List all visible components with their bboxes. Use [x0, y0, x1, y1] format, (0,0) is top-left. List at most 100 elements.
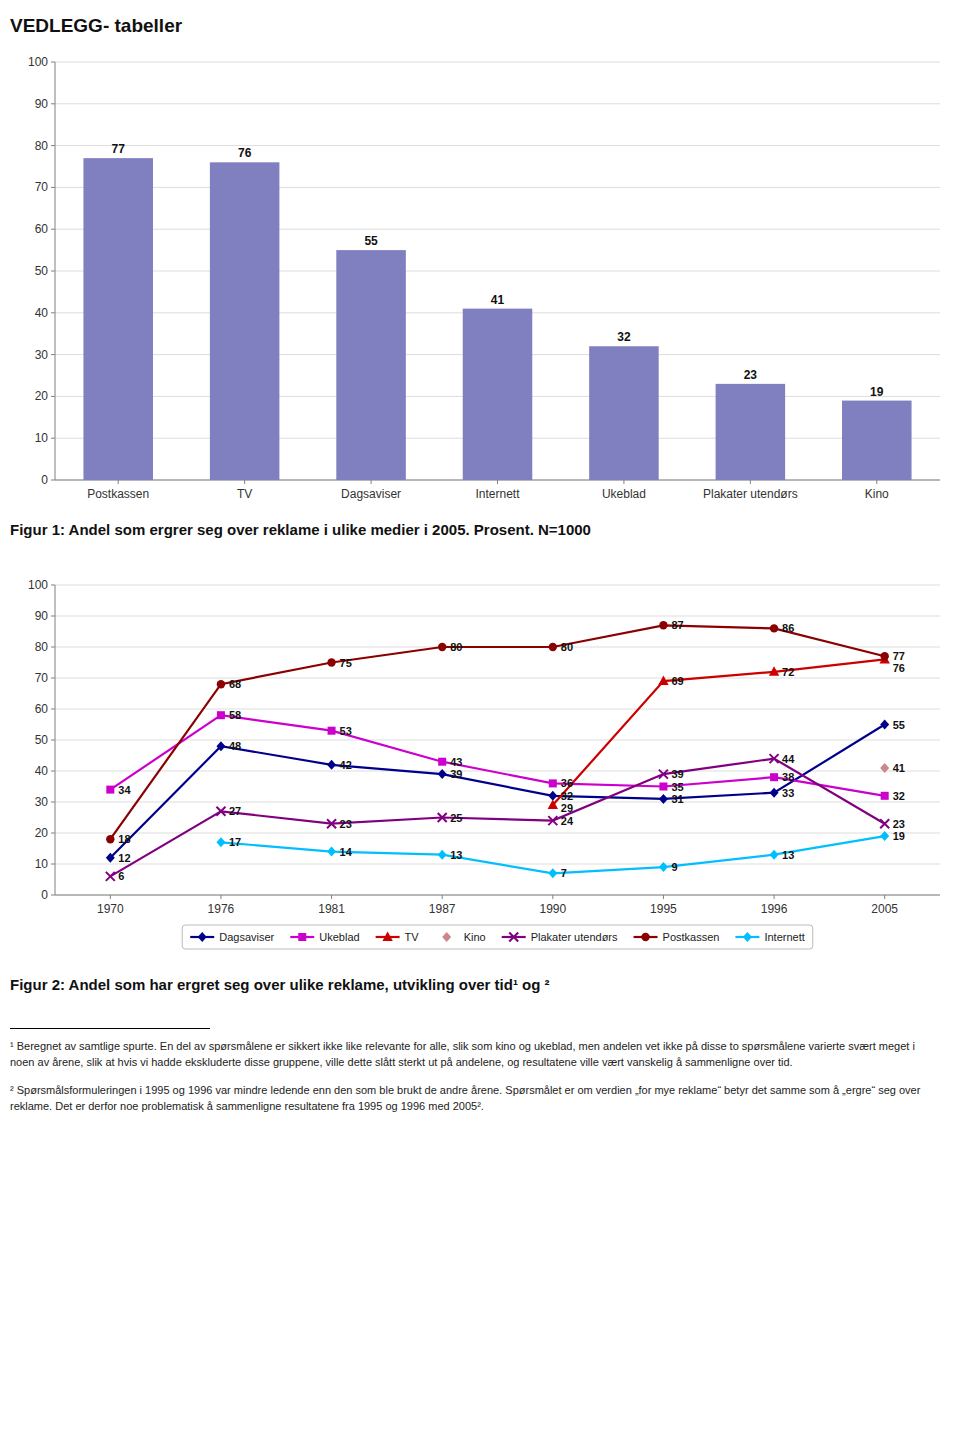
data-label: 12 — [118, 852, 130, 864]
y-tick-label: 90 — [35, 97, 49, 111]
data-label: 86 — [782, 622, 794, 634]
line-marker — [770, 624, 778, 632]
data-label: 33 — [782, 787, 794, 799]
line-marker — [659, 862, 668, 872]
x-tick-label: Ukeblad — [602, 487, 646, 501]
plot-marks — [83, 158, 911, 480]
data-label: 23 — [744, 368, 758, 382]
y-tick — [51, 396, 55, 397]
x-tick — [884, 895, 885, 899]
y-tick — [51, 187, 55, 188]
y-tick — [51, 480, 55, 481]
axes: 0102030405060708090100197019761981198719… — [28, 578, 940, 916]
figure-caption: Figur 1: Andel som ergrer seg over rekla… — [10, 521, 591, 538]
data-label: 7 — [561, 867, 567, 879]
x-tick-label: 1976 — [208, 902, 235, 916]
data-label: 24 — [561, 815, 574, 827]
y-tick-label: 50 — [35, 733, 49, 747]
x-tick — [331, 895, 332, 899]
data-labels: 3418126685848271775534223148043392513803… — [118, 619, 905, 882]
legend-swatch-marker — [298, 933, 306, 941]
data-label: 23 — [893, 818, 905, 830]
y-tick — [51, 771, 55, 772]
line-marker — [659, 783, 667, 791]
series-line — [110, 759, 884, 877]
page: VEDLEGG- tabeller0102030405060708090100P… — [0, 0, 960, 1024]
legend-swatch-marker — [743, 932, 752, 942]
y-tick-label: 20 — [35, 389, 49, 403]
plot-marks — [106, 621, 890, 881]
data-label: 38 — [782, 771, 794, 783]
legend-label: TV — [405, 931, 420, 943]
data-label: 69 — [671, 675, 683, 687]
data-label: 53 — [340, 725, 352, 737]
legend-swatch-marker — [442, 932, 451, 942]
data-label: 13 — [782, 849, 794, 861]
x-tick-label: Plakater utendørs — [703, 487, 798, 501]
data-label: 19 — [893, 830, 905, 842]
series-line — [110, 625, 884, 839]
line-marker — [880, 720, 889, 730]
grid-line — [55, 895, 940, 896]
footnotes: ¹ Beregnet av samtlige spurte. En del av… — [10, 1028, 940, 1127]
line-marker — [328, 727, 336, 735]
y-tick — [51, 438, 55, 439]
line-marker — [659, 770, 668, 779]
legend: DagsaviserUkebladTVKinoPlakater utendørs… — [182, 925, 813, 949]
data-label: 77 — [893, 650, 905, 662]
series-line — [110, 715, 884, 796]
legend-swatch-marker — [382, 932, 392, 942]
line-marker — [658, 676, 668, 686]
y-tick-label: 30 — [35, 348, 49, 362]
data-label: 55 — [893, 719, 905, 731]
line-marker — [548, 800, 558, 810]
x-tick-label: 2005 — [871, 902, 898, 916]
x-tick-label: 1987 — [429, 902, 456, 916]
data-label: 72 — [782, 666, 794, 678]
y-tick — [51, 271, 55, 272]
data-label: 6 — [118, 870, 124, 882]
y-tick-label: 40 — [35, 306, 49, 320]
data-label: 76 — [893, 662, 905, 674]
data-label: 32 — [893, 790, 905, 802]
legend-item: Plakater utendørs — [502, 931, 618, 943]
x-tick — [371, 480, 372, 484]
y-tick-label: 80 — [35, 139, 49, 153]
y-tick-label: 70 — [35, 671, 49, 685]
y-tick — [51, 802, 55, 803]
y-tick — [51, 585, 55, 586]
y-axis-line — [55, 62, 56, 480]
x-tick — [663, 895, 664, 899]
y-tick-label: 50 — [35, 264, 49, 278]
line-marker — [217, 680, 225, 688]
grid-line — [55, 271, 940, 272]
legend-swatch-marker — [641, 933, 649, 941]
x-tick-label: Internett — [475, 487, 520, 501]
data-label: 87 — [671, 619, 683, 631]
bar — [336, 250, 406, 480]
data-label: 48 — [229, 740, 241, 752]
y-tick — [51, 647, 55, 648]
series-line — [110, 725, 884, 858]
legend-label: Plakater utendørs — [531, 931, 618, 943]
footnote: ¹ Beregnet av samtlige spurte. En del av… — [10, 1039, 940, 1071]
x-tick — [442, 895, 443, 899]
charts: VEDLEGG- tabeller0102030405060708090100P… — [0, 0, 960, 1020]
x-tick — [774, 895, 775, 899]
legend-swatch-marker — [198, 932, 207, 942]
data-label: 42 — [340, 759, 352, 771]
page-title: VEDLEGG- tabeller — [10, 15, 183, 36]
line-marker — [549, 643, 557, 651]
data-label: 29 — [561, 802, 573, 814]
data-labels: 77765541322319 — [112, 142, 884, 398]
y-axis-line — [55, 585, 56, 895]
line-marker — [438, 769, 447, 779]
data-label: 39 — [671, 768, 683, 780]
x-axis-line — [55, 895, 940, 896]
line-marker — [327, 819, 336, 828]
line-marker — [106, 786, 114, 794]
line-marker — [880, 652, 888, 660]
x-tick-label: 1970 — [97, 902, 124, 916]
y-tick — [51, 312, 55, 313]
data-label: 58 — [229, 709, 241, 721]
